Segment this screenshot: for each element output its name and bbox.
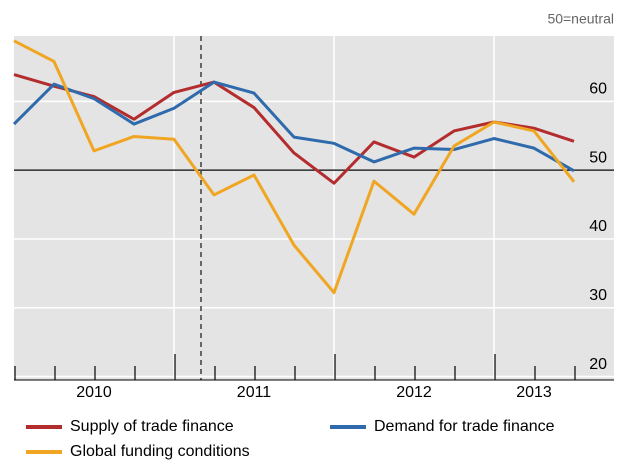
series-line <box>12 80 575 173</box>
x-tick-label: 2010 <box>76 384 112 401</box>
legend-label: Demand for trade finance <box>374 418 555 435</box>
y-tick-label: 30 <box>589 287 607 304</box>
series-line <box>13 39 576 295</box>
series-line <box>13 73 575 185</box>
y-tick-label: 50 <box>589 149 607 166</box>
x-tick-label: 2011 <box>237 384 272 401</box>
annotation: 50=neutral <box>547 11 614 27</box>
plot-background <box>14 36 614 380</box>
y-tick-label: 20 <box>589 356 607 373</box>
legend-label: Global funding conditions <box>70 443 250 460</box>
x-tick-label: 2012 <box>396 384 432 401</box>
y-tick-label: 40 <box>589 218 607 235</box>
y-tick-label: 60 <box>589 81 607 98</box>
x-tick-label: 2013 <box>516 384 552 401</box>
legend-label: Supply of trade finance <box>70 418 234 435</box>
